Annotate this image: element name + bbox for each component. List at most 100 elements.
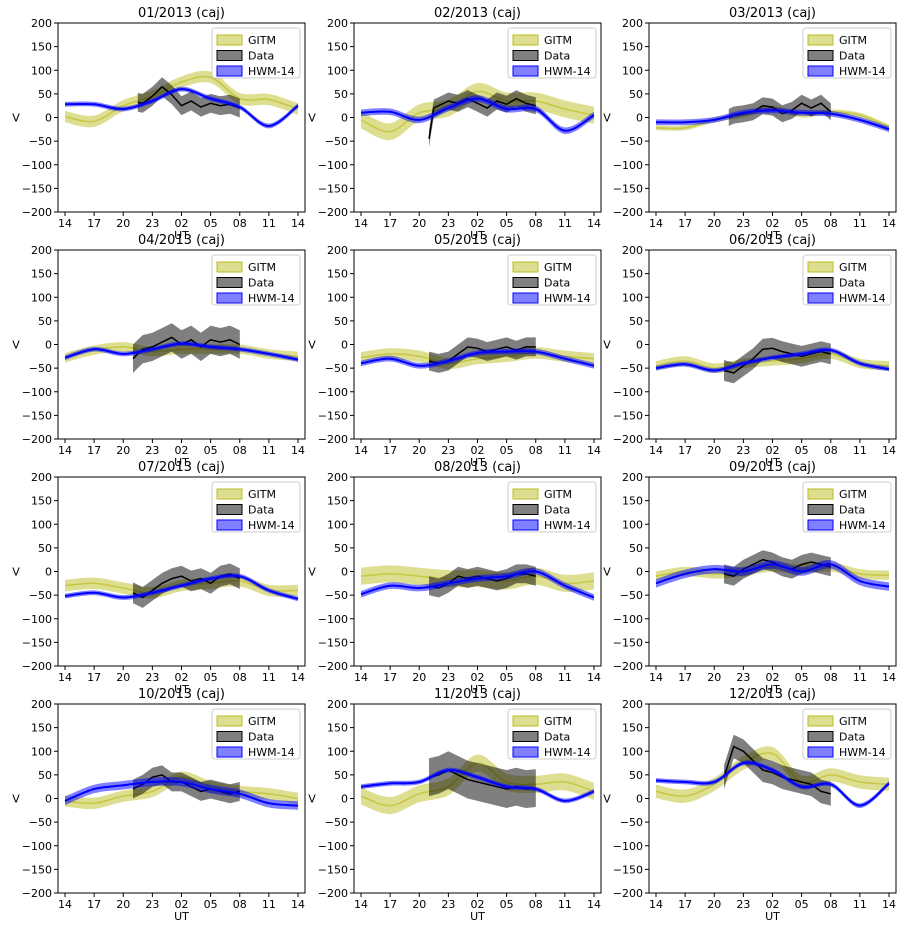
y-tick-label: 50 (38, 88, 52, 101)
legend-swatch-data (216, 50, 243, 61)
legend-label-gitm: GITM (839, 261, 867, 274)
legend-label-hwm: HWM-14 (248, 519, 295, 532)
x-tick-label: 23 (145, 898, 159, 911)
legend-label-hwm: HWM-14 (248, 65, 295, 78)
plot-content (64, 563, 299, 608)
legend-swatch-data (216, 277, 243, 288)
legend-label-hwm: HWM-14 (544, 292, 591, 305)
y-tick-label: −150 (613, 863, 643, 876)
y-axis-label: V (308, 793, 316, 806)
plot-content (655, 734, 890, 809)
x-tick-label: 08 (233, 898, 247, 911)
legend-swatch-gitm (807, 488, 834, 500)
legend-label-gitm: GITM (248, 34, 276, 47)
x-tick-label: 08 (824, 671, 838, 684)
legend-swatch-hwm (512, 65, 539, 77)
y-tick-label: 200 (31, 471, 52, 484)
x-tick-label: 23 (736, 671, 750, 684)
y-tick-label: 200 (622, 17, 643, 30)
y-tick-label: 200 (327, 698, 348, 711)
x-tick-label: 08 (529, 898, 543, 911)
x-tick-label: 05 (204, 444, 218, 457)
legend-swatch-hwm (512, 746, 539, 758)
x-tick-label: 08 (529, 217, 543, 230)
x-tick-label: 05 (500, 898, 514, 911)
x-tick-label: 02 (471, 671, 485, 684)
x-tick-label: 14 (587, 898, 601, 911)
y-tick-label: 100 (327, 64, 348, 77)
y-tick-label: −150 (318, 182, 348, 195)
y-tick-label: −50 (325, 589, 348, 602)
legend-swatch-gitm (512, 715, 539, 727)
x-tick-label: 14 (649, 671, 663, 684)
x-tick-label: 23 (736, 898, 750, 911)
y-tick-label: −50 (620, 816, 643, 829)
y-tick-label: −100 (318, 840, 348, 853)
y-tick-label: −100 (613, 386, 643, 399)
legend-label-data: Data (248, 277, 274, 290)
line-hwm (360, 570, 595, 599)
y-tick-label: −100 (613, 840, 643, 853)
x-tick-label: 20 (412, 444, 426, 457)
y-tick-label: 100 (327, 745, 348, 758)
y-tick-label: −150 (22, 182, 52, 195)
x-tick-label: 08 (529, 671, 543, 684)
line-hwm (64, 780, 299, 807)
x-tick-label: 02 (175, 444, 189, 457)
legend-label-gitm: GITM (248, 715, 276, 728)
y-tick-label: −100 (22, 159, 52, 172)
x-tick-label: 02 (471, 898, 485, 911)
y-tick-label: −200 (22, 206, 52, 219)
x-tick-label: 08 (824, 898, 838, 911)
y-tick-label: 100 (327, 518, 348, 531)
subplot-title: 08/2013 (caj) (434, 460, 521, 475)
x-tick-label: 14 (882, 898, 896, 911)
legend-label-data: Data (544, 504, 570, 517)
legend-swatch-gitm (512, 34, 539, 46)
band-gitm (65, 771, 298, 810)
y-tick-label: 50 (629, 542, 643, 555)
x-tick-label: 14 (587, 444, 601, 457)
legend-swatch-gitm (512, 488, 539, 500)
y-tick-label: 0 (636, 339, 643, 352)
legend-label-hwm: HWM-14 (248, 292, 295, 305)
x-tick-label: 20 (116, 898, 130, 911)
y-tick-label: −200 (22, 433, 52, 446)
y-tick-label: −150 (613, 636, 643, 649)
subplot-title: 03/2013 (caj) (729, 6, 816, 21)
x-tick-label: 20 (707, 217, 721, 230)
legend-swatch-data (807, 731, 834, 742)
y-tick-label: 50 (334, 88, 348, 101)
x-tick-label: 08 (824, 217, 838, 230)
x-tick-label: 02 (471, 444, 485, 457)
x-axis-label: UT (470, 229, 485, 242)
subplot-3: 03/2013 (caj) 200 150 100 50 0 −50 −100 −150 −200… (603, 6, 897, 242)
x-tick-label: 23 (145, 217, 159, 230)
x-tick-label: 08 (233, 444, 247, 457)
y-tick-label: 100 (327, 291, 348, 304)
y-tick-label: 100 (622, 291, 643, 304)
legend-label-data: Data (248, 50, 274, 63)
legend-label-hwm: HWM-14 (544, 519, 591, 532)
legend-swatch-gitm (807, 34, 834, 46)
y-tick-label: −50 (29, 816, 52, 829)
y-tick-label: 100 (31, 291, 52, 304)
y-tick-label: −50 (29, 589, 52, 602)
x-axis-label: UT (765, 456, 780, 469)
band-hwm (361, 567, 594, 601)
y-tick-label: 150 (327, 41, 348, 54)
y-tick-label: −50 (620, 362, 643, 375)
subplot-title: 06/2013 (caj) (729, 233, 816, 248)
y-tick-label: 0 (45, 566, 52, 579)
legend-label-gitm: GITM (248, 261, 276, 274)
y-tick-label: 0 (636, 793, 643, 806)
plot-content (655, 94, 890, 133)
y-tick-label: −200 (613, 433, 643, 446)
y-tick-label: 100 (622, 64, 643, 77)
x-tick-label: 02 (175, 898, 189, 911)
line-hwm (360, 769, 595, 802)
y-tick-label: −100 (318, 613, 348, 626)
y-tick-label: 150 (327, 495, 348, 508)
band-hwm (361, 348, 594, 369)
x-tick-label: 23 (441, 671, 455, 684)
